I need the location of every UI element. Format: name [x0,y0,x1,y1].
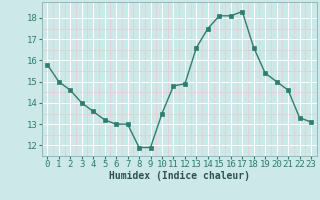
X-axis label: Humidex (Indice chaleur): Humidex (Indice chaleur) [109,171,250,181]
